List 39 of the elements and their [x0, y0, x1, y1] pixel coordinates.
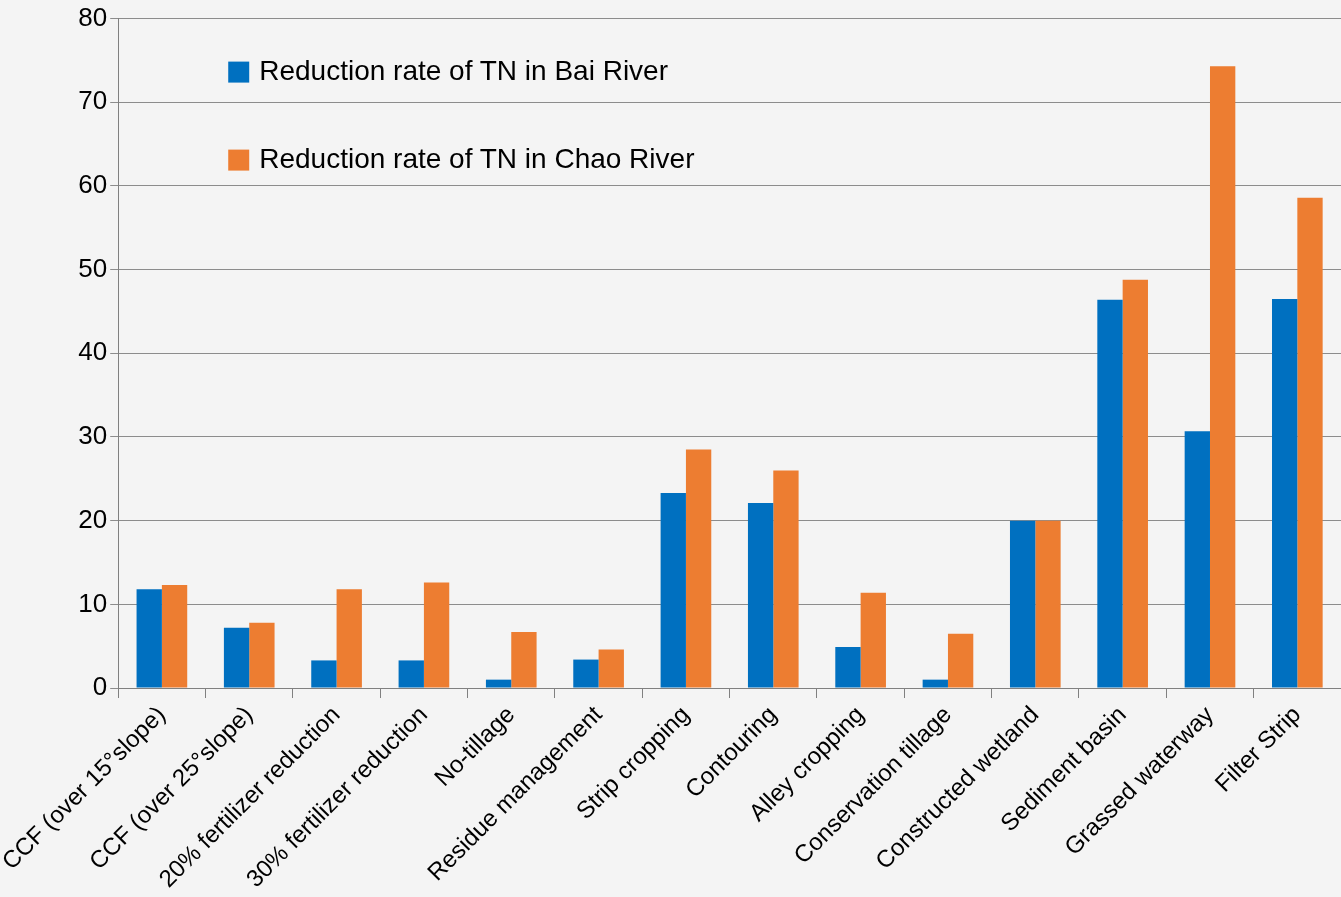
- bar: [1184, 431, 1210, 688]
- legend-label: Reduction rate of TN in Bai River: [259, 55, 668, 87]
- y-tick-label: 60: [78, 169, 108, 200]
- bar: [922, 679, 948, 688]
- bar: [485, 679, 512, 688]
- bar: [1272, 298, 1298, 688]
- bar: [1035, 520, 1061, 688]
- bar: [1097, 299, 1123, 688]
- bar: [860, 592, 886, 688]
- bar: [249, 622, 275, 688]
- bar: [1297, 197, 1323, 688]
- bar: [573, 659, 599, 688]
- bar: [423, 582, 450, 688]
- y-tick-label: 0: [92, 671, 108, 702]
- bar: [685, 449, 712, 688]
- y-tick-label: 30: [78, 420, 108, 451]
- bar: [161, 585, 188, 688]
- y-tick-label: 80: [78, 1, 108, 32]
- bar: [660, 493, 686, 688]
- bar: [311, 660, 337, 688]
- bar: [773, 470, 799, 688]
- bar: [1122, 279, 1148, 688]
- bar: [1209, 66, 1236, 688]
- bar: [947, 633, 974, 688]
- y-tick-label: 50: [78, 252, 108, 283]
- y-tick-label: 70: [78, 85, 108, 116]
- bar: [747, 503, 774, 688]
- bar: [598, 649, 624, 688]
- y-tick-label: 40: [78, 336, 108, 367]
- bar: [136, 589, 162, 688]
- bar: [511, 631, 537, 688]
- y-tick-label: 10: [78, 587, 108, 618]
- bar: [336, 589, 362, 688]
- bar: [1009, 520, 1036, 688]
- bar: [835, 647, 861, 688]
- bar: [223, 627, 250, 688]
- legend-label: Reduction rate of TN in Chao River: [259, 143, 695, 175]
- y-tick-label: 20: [78, 503, 108, 534]
- bar: [398, 660, 424, 688]
